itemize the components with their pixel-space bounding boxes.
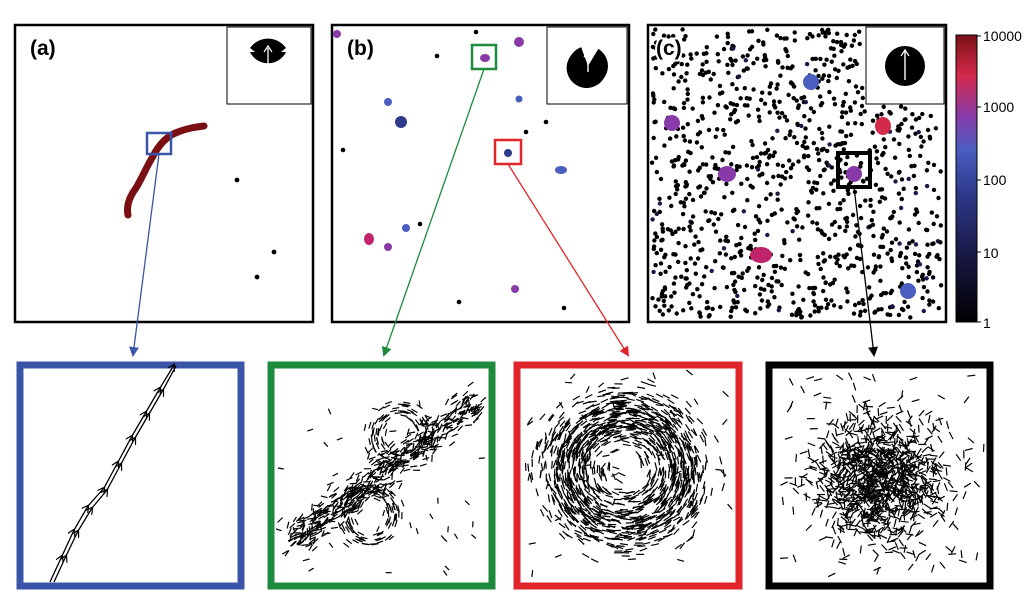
panel-b-label: (b): [347, 37, 374, 60]
panel-c-particles: [649, 27, 944, 320]
connector-arrows: [129, 68, 879, 357]
panel-c-inset: [865, 26, 945, 105]
zoom-panel-black: [765, 361, 994, 590]
colorbar-tick-10000: 10000: [983, 28, 1022, 44]
zoom-panel-red: [513, 361, 743, 590]
colorbar-tick-1: 1: [983, 315, 991, 331]
panel-a-inset: [226, 26, 312, 105]
colorbar: 10000 1000 100 10 1: [955, 28, 1022, 331]
panel-a-label: (a): [30, 37, 56, 60]
panel-b-inset: [546, 26, 628, 105]
colorbar-gradient: [955, 34, 978, 323]
colorbar-tick-100: 100: [983, 172, 1007, 188]
red-trajectory: [124, 122, 208, 219]
arrow-blue: [129, 153, 160, 357]
panel-c-clusters: [664, 74, 916, 299]
colorbar-tick-1000: 1000: [983, 99, 1014, 115]
panel-c-label: (c): [656, 37, 682, 60]
panel-a: (a): [13, 23, 315, 324]
arrow-red: [507, 163, 630, 357]
panel-c: (c): [646, 23, 948, 324]
arrow-black: [853, 186, 879, 357]
panel-b: (b): [330, 23, 631, 324]
arrow-green: [381, 68, 485, 357]
colorbar-tick-10: 10: [983, 245, 999, 261]
panel-b-clusters: [333, 30, 567, 293]
zoom-panel-green: [267, 361, 496, 590]
zoom-panel-blue: [16, 361, 245, 590]
